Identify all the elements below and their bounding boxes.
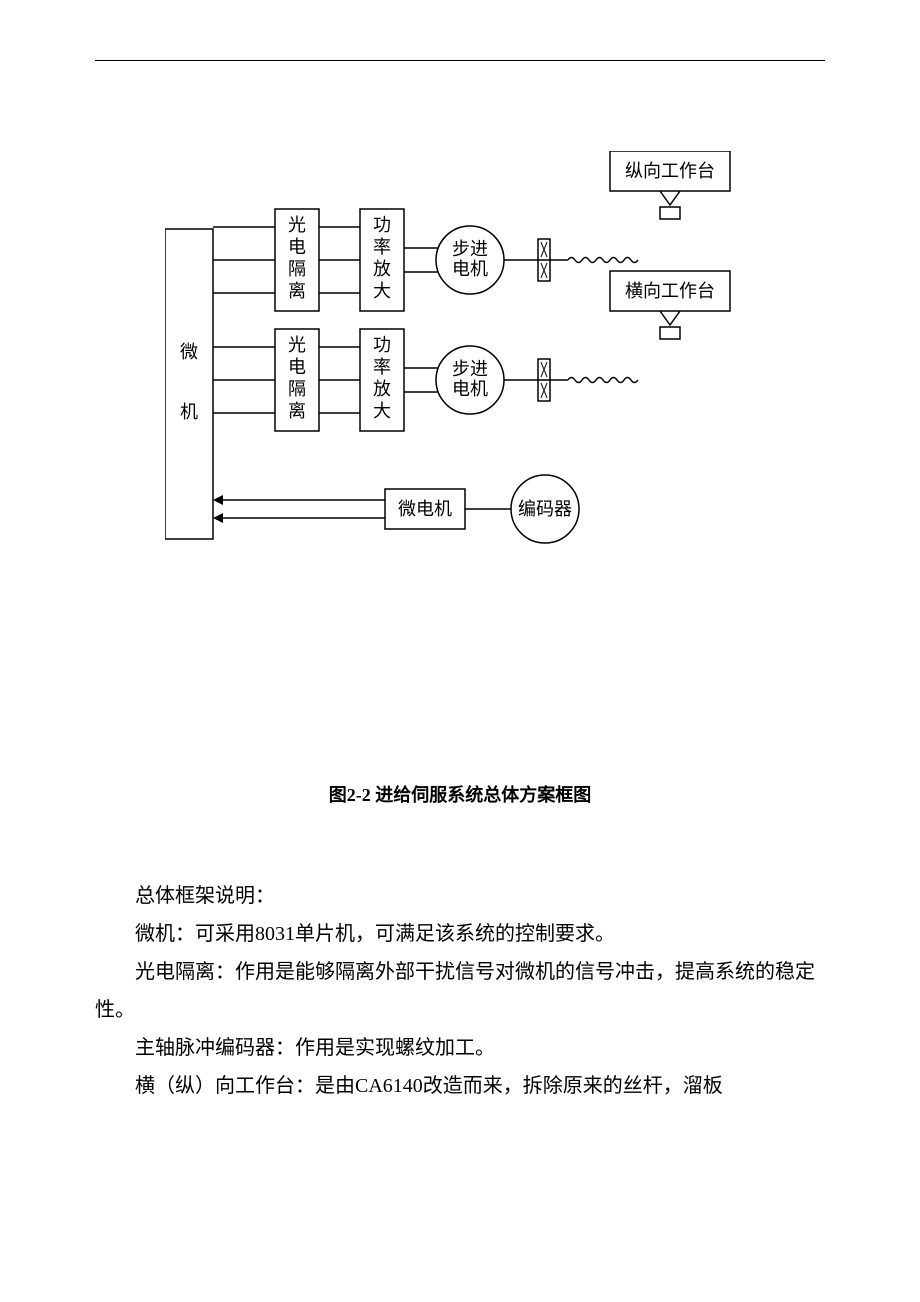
svg-text:大: 大 xyxy=(373,401,391,421)
svg-text:步进: 步进 xyxy=(452,239,488,259)
svg-text:离: 离 xyxy=(288,281,306,301)
svg-text:电: 电 xyxy=(288,357,306,377)
svg-text:光: 光 xyxy=(288,215,306,235)
header-rule xyxy=(95,60,825,61)
svg-text:微: 微 xyxy=(180,342,198,362)
document-page: 微机光电隔离功率放大步进电机纵向工作台光电隔离功率放大步进电机横向工作台微电机编… xyxy=(0,0,920,1145)
caption-text: 图2-2 进给伺服系统总体方案框图 xyxy=(329,785,592,805)
body-text: 总体框架说明：微机：可采用8031单片机，可满足该系统的控制要求。光电隔离：作用… xyxy=(95,877,825,1105)
paragraph: 微机：可采用8031单片机，可满足该系统的控制要求。 xyxy=(95,915,825,953)
svg-text:率: 率 xyxy=(373,357,391,377)
svg-text:功: 功 xyxy=(373,215,391,235)
svg-text:编码器: 编码器 xyxy=(518,499,572,519)
svg-text:机: 机 xyxy=(180,402,198,422)
svg-text:隔: 隔 xyxy=(288,379,306,399)
svg-text:功: 功 xyxy=(373,335,391,355)
svg-text:大: 大 xyxy=(373,281,391,301)
svg-text:电机: 电机 xyxy=(452,259,488,279)
svg-text:离: 离 xyxy=(288,401,306,421)
paragraph: 总体框架说明： xyxy=(95,877,825,915)
svg-text:隔: 隔 xyxy=(288,259,306,279)
diagram-svg: 微机光电隔离功率放大步进电机纵向工作台光电隔离功率放大步进电机横向工作台微电机编… xyxy=(165,151,755,551)
svg-text:纵向工作台: 纵向工作台 xyxy=(625,161,715,181)
figure-caption: 图2-2 进给伺服系统总体方案框图 xyxy=(95,781,825,807)
paragraph: 横（纵）向工作台：是由CA6140改造而来，拆除原来的丝杆，溜板 xyxy=(95,1067,825,1105)
paragraph: 光电隔离：作用是能够隔离外部干扰信号对微机的信号冲击，提高系统的稳定性。 xyxy=(95,953,825,1029)
svg-text:微电机: 微电机 xyxy=(398,499,452,519)
svg-text:步进: 步进 xyxy=(452,359,488,379)
svg-text:电机: 电机 xyxy=(452,379,488,399)
svg-text:光: 光 xyxy=(288,335,306,355)
block-diagram: 微机光电隔离功率放大步进电机纵向工作台光电隔离功率放大步进电机横向工作台微电机编… xyxy=(165,151,765,551)
paragraph: 主轴脉冲编码器：作用是实现螺纹加工。 xyxy=(95,1029,825,1067)
svg-text:率: 率 xyxy=(373,237,391,257)
svg-text:放: 放 xyxy=(373,379,391,399)
svg-text:电: 电 xyxy=(288,237,306,257)
svg-text:放: 放 xyxy=(373,259,391,279)
svg-text:横向工作台: 横向工作台 xyxy=(625,281,715,301)
